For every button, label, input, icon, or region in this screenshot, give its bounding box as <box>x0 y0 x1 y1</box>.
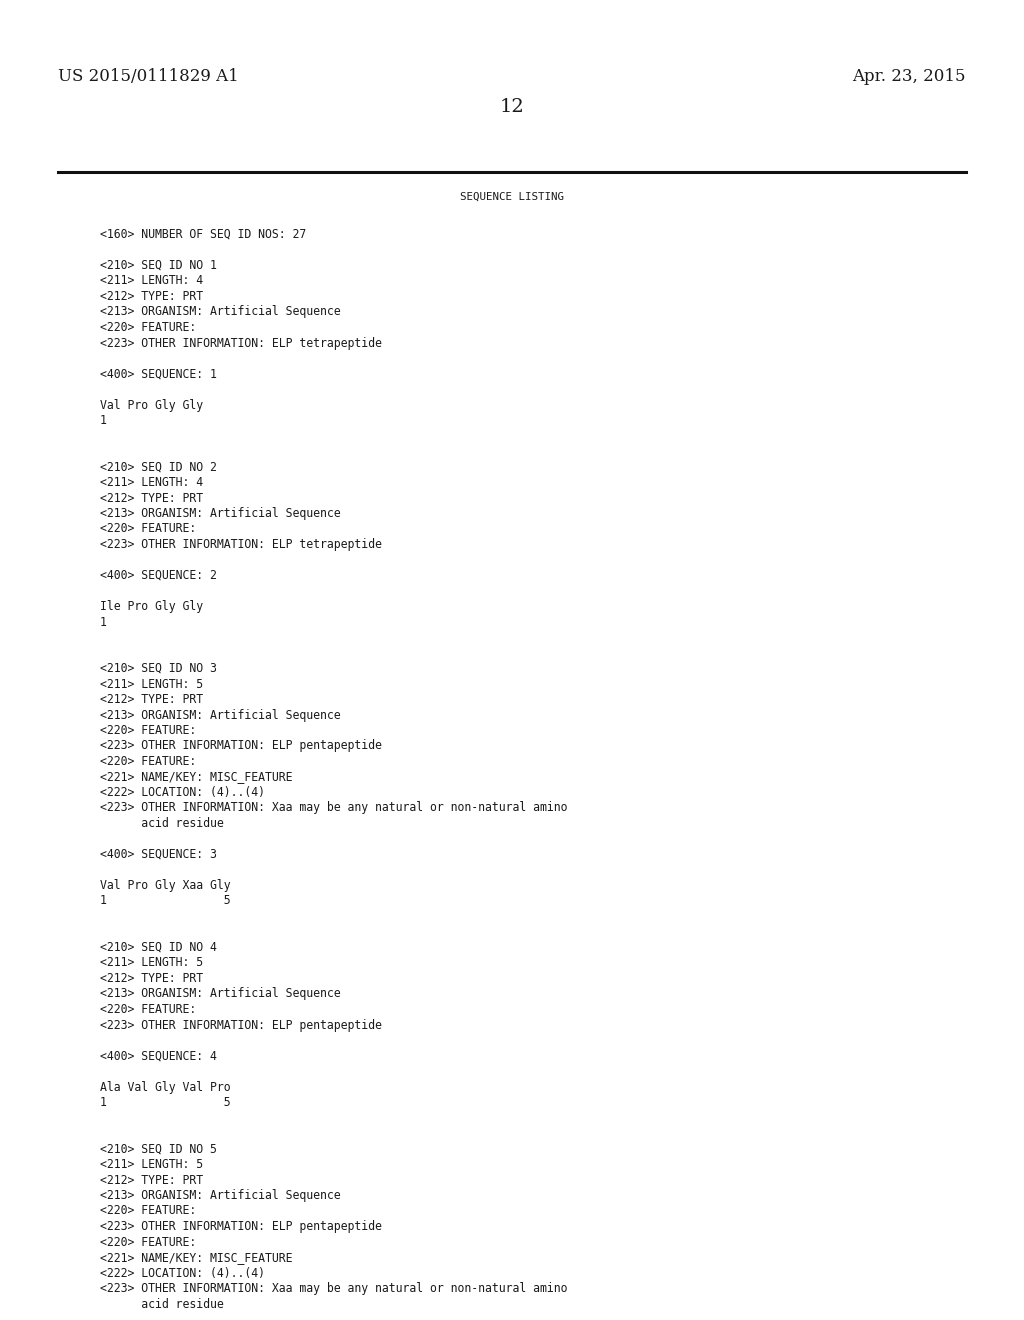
Text: <223> OTHER INFORMATION: ELP tetrapeptide: <223> OTHER INFORMATION: ELP tetrapeptid… <box>100 337 382 350</box>
Text: <220> FEATURE:: <220> FEATURE: <box>100 321 197 334</box>
Text: <400> SEQUENCE: 3: <400> SEQUENCE: 3 <box>100 847 217 861</box>
Text: <400> SEQUENCE: 1: <400> SEQUENCE: 1 <box>100 367 217 380</box>
Text: US 2015/0111829 A1: US 2015/0111829 A1 <box>58 69 239 84</box>
Text: <400> SEQUENCE: 2: <400> SEQUENCE: 2 <box>100 569 217 582</box>
Text: Val Pro Gly Gly: Val Pro Gly Gly <box>100 399 203 412</box>
Text: <223> OTHER INFORMATION: Xaa may be any natural or non-natural amino: <223> OTHER INFORMATION: Xaa may be any … <box>100 1282 567 1295</box>
Text: <220> FEATURE:: <220> FEATURE: <box>100 1003 197 1016</box>
Text: <210> SEQ ID NO 3: <210> SEQ ID NO 3 <box>100 663 217 675</box>
Text: <223> OTHER INFORMATION: ELP pentapeptide: <223> OTHER INFORMATION: ELP pentapeptid… <box>100 1019 382 1031</box>
Text: <400> SEQUENCE: 4: <400> SEQUENCE: 4 <box>100 1049 217 1063</box>
Text: <223> OTHER INFORMATION: ELP pentapeptide: <223> OTHER INFORMATION: ELP pentapeptid… <box>100 1220 382 1233</box>
Text: <220> FEATURE:: <220> FEATURE: <box>100 523 197 536</box>
Text: <220> FEATURE:: <220> FEATURE: <box>100 1204 197 1217</box>
Text: Ile Pro Gly Gly: Ile Pro Gly Gly <box>100 601 203 612</box>
Text: <222> LOCATION: (4)..(4): <222> LOCATION: (4)..(4) <box>100 785 265 799</box>
Text: <211> LENGTH: 4: <211> LENGTH: 4 <box>100 275 203 288</box>
Text: <212> TYPE: PRT: <212> TYPE: PRT <box>100 290 203 304</box>
Text: <212> TYPE: PRT: <212> TYPE: PRT <box>100 491 203 504</box>
Text: <210> SEQ ID NO 4: <210> SEQ ID NO 4 <box>100 941 217 954</box>
Text: <213> ORGANISM: Artificial Sequence: <213> ORGANISM: Artificial Sequence <box>100 709 341 722</box>
Text: 1                 5: 1 5 <box>100 1096 230 1109</box>
Text: <160> NUMBER OF SEQ ID NOS: 27: <160> NUMBER OF SEQ ID NOS: 27 <box>100 228 306 242</box>
Text: 1: 1 <box>100 615 106 628</box>
Text: 1                 5: 1 5 <box>100 895 230 908</box>
Text: <212> TYPE: PRT: <212> TYPE: PRT <box>100 1173 203 1187</box>
Text: <211> LENGTH: 5: <211> LENGTH: 5 <box>100 1158 203 1171</box>
Text: Ala Val Gly Val Pro: Ala Val Gly Val Pro <box>100 1081 230 1093</box>
Text: <210> SEQ ID NO 5: <210> SEQ ID NO 5 <box>100 1143 217 1155</box>
Text: acid residue: acid residue <box>100 817 224 830</box>
Text: 12: 12 <box>500 98 524 116</box>
Text: <211> LENGTH: 5: <211> LENGTH: 5 <box>100 957 203 969</box>
Text: Val Pro Gly Xaa Gly: Val Pro Gly Xaa Gly <box>100 879 230 892</box>
Text: <213> ORGANISM: Artificial Sequence: <213> ORGANISM: Artificial Sequence <box>100 1189 341 1203</box>
Text: <211> LENGTH: 5: <211> LENGTH: 5 <box>100 677 203 690</box>
Text: SEQUENCE LISTING: SEQUENCE LISTING <box>460 191 564 202</box>
Text: <221> NAME/KEY: MISC_FEATURE: <221> NAME/KEY: MISC_FEATURE <box>100 1251 293 1265</box>
Text: <213> ORGANISM: Artificial Sequence: <213> ORGANISM: Artificial Sequence <box>100 987 341 1001</box>
Text: <222> LOCATION: (4)..(4): <222> LOCATION: (4)..(4) <box>100 1266 265 1279</box>
Text: Apr. 23, 2015: Apr. 23, 2015 <box>853 69 966 84</box>
Text: <212> TYPE: PRT: <212> TYPE: PRT <box>100 693 203 706</box>
Text: 1: 1 <box>100 414 106 426</box>
Text: <212> TYPE: PRT: <212> TYPE: PRT <box>100 972 203 985</box>
Text: <213> ORGANISM: Artificial Sequence: <213> ORGANISM: Artificial Sequence <box>100 507 341 520</box>
Text: <210> SEQ ID NO 2: <210> SEQ ID NO 2 <box>100 461 217 474</box>
Text: <223> OTHER INFORMATION: ELP pentapeptide: <223> OTHER INFORMATION: ELP pentapeptid… <box>100 739 382 752</box>
Text: <221> NAME/KEY: MISC_FEATURE: <221> NAME/KEY: MISC_FEATURE <box>100 771 293 784</box>
Text: <220> FEATURE:: <220> FEATURE: <box>100 723 197 737</box>
Text: <223> OTHER INFORMATION: ELP tetrapeptide: <223> OTHER INFORMATION: ELP tetrapeptid… <box>100 539 382 550</box>
Text: <210> SEQ ID NO 1: <210> SEQ ID NO 1 <box>100 259 217 272</box>
Text: <220> FEATURE:: <220> FEATURE: <box>100 755 197 768</box>
Text: <220> FEATURE:: <220> FEATURE: <box>100 1236 197 1249</box>
Text: acid residue: acid residue <box>100 1298 224 1311</box>
Text: <213> ORGANISM: Artificial Sequence: <213> ORGANISM: Artificial Sequence <box>100 305 341 318</box>
Text: <223> OTHER INFORMATION: Xaa may be any natural or non-natural amino: <223> OTHER INFORMATION: Xaa may be any … <box>100 801 567 814</box>
Text: <211> LENGTH: 4: <211> LENGTH: 4 <box>100 477 203 488</box>
